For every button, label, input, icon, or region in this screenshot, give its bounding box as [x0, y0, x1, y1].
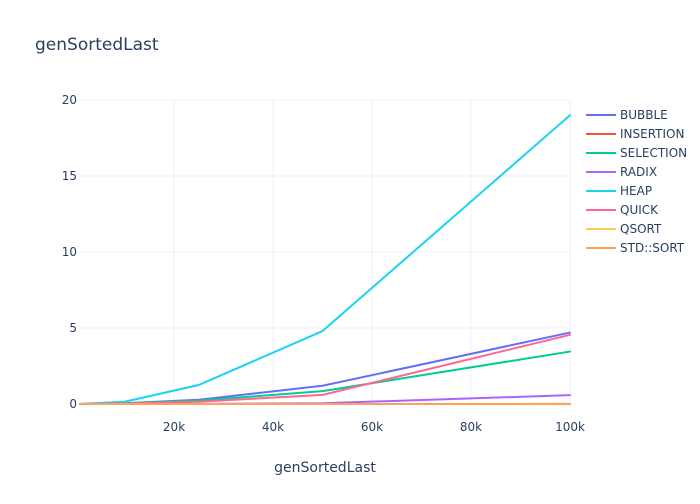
legend-item[interactable]: INSERTION	[586, 127, 684, 141]
legend-label: BUBBLE	[620, 108, 668, 122]
series-line-quick	[80, 335, 570, 404]
legend-label: RADIX	[620, 165, 657, 179]
legend-item[interactable]: QUICK	[586, 203, 659, 217]
legend[interactable]: BUBBLE INSERTION SELECTION RADIX HEAP QUICK QS…	[586, 108, 687, 255]
y-tick-label: 15	[62, 169, 77, 183]
y-tick-label: 0	[69, 397, 77, 411]
legend-label: INSERTION	[620, 127, 684, 141]
y-tick-label: 5	[69, 321, 77, 335]
x-tick-label: 40k	[262, 420, 284, 434]
legend-item[interactable]: RADIX	[586, 165, 657, 179]
x-axis-title: genSortedLast	[274, 460, 376, 476]
y-tick-label: 10	[62, 245, 77, 259]
x-tick-label: 80k	[460, 420, 482, 434]
legend-item[interactable]: HEAP	[586, 184, 652, 198]
legend-item[interactable]: QSORT	[586, 222, 662, 236]
series-lines	[80, 115, 570, 404]
grid	[80, 100, 570, 404]
x-tick-label: 100k	[555, 420, 585, 434]
legend-label: QUICK	[620, 203, 659, 217]
legend-label: STD::SORT	[620, 241, 685, 255]
legend-item[interactable]: SELECTION	[586, 146, 687, 160]
chart-title: genSortedLast	[35, 35, 159, 55]
legend-label: SELECTION	[620, 146, 687, 160]
x-tick-label: 20k	[163, 420, 185, 434]
legend-label: HEAP	[620, 184, 652, 198]
y-tick-label: 20	[62, 93, 77, 107]
legend-label: QSORT	[620, 222, 662, 236]
series-line-heap	[80, 115, 570, 404]
x-tick-label: 60k	[361, 420, 383, 434]
legend-item[interactable]: BUBBLE	[586, 108, 668, 122]
x-axis-ticks: 20k 40k 60k 80k 100k	[163, 420, 585, 434]
y-axis-ticks: 0 5 10 15 20	[62, 93, 77, 411]
legend-item[interactable]: STD::SORT	[586, 241, 685, 255]
